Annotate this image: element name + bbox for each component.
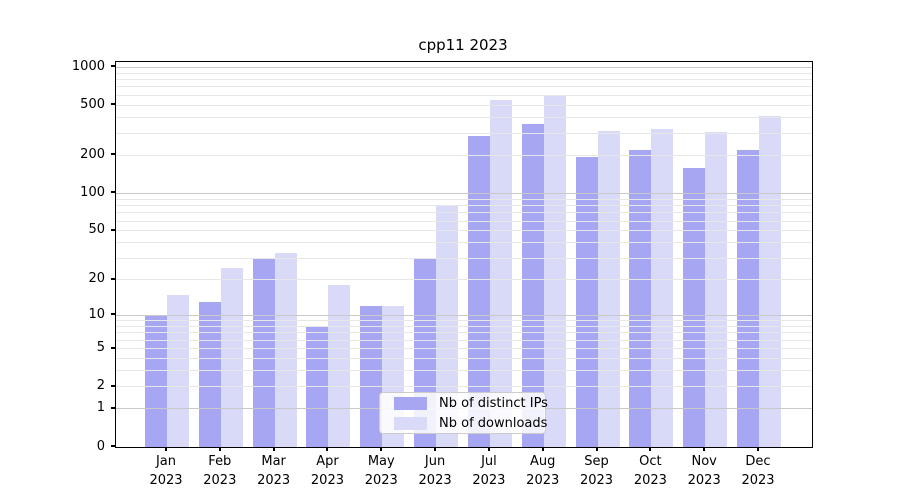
y-tick-1 bbox=[111, 406, 115, 409]
bar-downloads-oct bbox=[651, 128, 674, 447]
y-tick-label-20: 20 bbox=[88, 271, 105, 287]
y-tick-100 bbox=[111, 191, 115, 194]
x-tick-label-oct: Oct 2023 bbox=[633, 454, 667, 488]
legend-item-downloads: Nb of downloads bbox=[380, 415, 548, 431]
x-tick-aug bbox=[541, 447, 544, 451]
legend: Nb of distinct IPs Nb of downloads bbox=[379, 392, 548, 434]
y-tick-label-5: 5 bbox=[96, 340, 105, 355]
bar-downloads-jul bbox=[489, 100, 512, 447]
x-tick-feb bbox=[218, 447, 221, 451]
y-tick-label-500: 500 bbox=[80, 96, 105, 112]
bar-ips-oct bbox=[629, 150, 652, 447]
x-tick-label-may: May 2023 bbox=[364, 454, 398, 488]
legend-swatch-distinct-ips bbox=[394, 396, 427, 410]
x-tick-oct bbox=[649, 447, 652, 451]
y-tick-200 bbox=[111, 153, 115, 156]
x-tick-label-dec: Dec 2023 bbox=[741, 454, 775, 488]
chart-title: cpp11 2023 bbox=[418, 36, 508, 54]
y-tick-10 bbox=[111, 313, 115, 316]
x-tick-jun bbox=[434, 447, 437, 451]
legend-swatch-downloads bbox=[394, 416, 427, 430]
y-tick-50 bbox=[111, 228, 115, 231]
bar-ips-aug bbox=[521, 124, 544, 447]
x-tick-mar bbox=[272, 447, 275, 451]
x-tick-label-sep: Sep 2023 bbox=[579, 454, 614, 488]
bar-downloads-mar bbox=[274, 253, 297, 447]
bar-ips-may bbox=[360, 306, 383, 447]
x-tick-label-mar: Mar 2023 bbox=[257, 454, 291, 488]
bar-ips-nov bbox=[683, 167, 706, 447]
bar-ips-jul bbox=[467, 136, 490, 447]
legend-label-distinct-ips: Nb of distinct IPs bbox=[439, 395, 548, 411]
legend-item-distinct-ips: Nb of distinct IPs bbox=[380, 395, 548, 411]
bar-ips-jan bbox=[145, 315, 167, 447]
y-tick-label-10: 10 bbox=[88, 306, 105, 322]
x-tick-label-jan: Jan 2023 bbox=[149, 454, 183, 488]
x-tick-label-apr: Apr 2023 bbox=[310, 454, 344, 488]
x-tick-dec bbox=[756, 447, 759, 451]
x-tick-apr bbox=[326, 447, 329, 451]
y-tick-label-200: 200 bbox=[80, 146, 105, 162]
x-tick-label-aug: Aug 2023 bbox=[526, 454, 560, 488]
x-tick-nov bbox=[703, 447, 706, 451]
bars-layer bbox=[116, 62, 812, 447]
y-tick-label-50: 50 bbox=[88, 222, 105, 238]
bar-downloads-sep bbox=[597, 131, 620, 447]
y-tick-5 bbox=[111, 346, 115, 349]
y-tick-500 bbox=[111, 103, 115, 106]
bar-downloads-aug bbox=[543, 96, 566, 447]
x-tick-label-nov: Nov 2023 bbox=[687, 454, 721, 488]
y-tick-20 bbox=[111, 277, 115, 280]
y-tick-2 bbox=[111, 384, 115, 387]
y-tick-1000 bbox=[111, 65, 115, 68]
y-tick-label-0: 0 bbox=[96, 438, 105, 454]
bar-downloads-dec bbox=[758, 115, 781, 447]
x-tick-jan bbox=[165, 447, 167, 451]
plot-area: Nb of distinct IPs Nb of downloads bbox=[115, 61, 813, 448]
bar-downloads-feb bbox=[220, 267, 243, 447]
x-tick-label-feb: Feb 2023 bbox=[203, 454, 237, 488]
y-tick-label-1000: 1000 bbox=[71, 58, 105, 74]
y-tick-label-100: 100 bbox=[80, 184, 105, 200]
bar-ips-apr bbox=[306, 326, 329, 447]
bar-ips-sep bbox=[575, 156, 598, 447]
y-tick-0 bbox=[111, 445, 115, 447]
x-tick-jul bbox=[487, 447, 490, 451]
bar-ips-dec bbox=[736, 150, 759, 447]
x-tick-may bbox=[380, 447, 383, 451]
bar-downloads-jan bbox=[167, 294, 189, 447]
bar-downloads-apr bbox=[328, 285, 351, 447]
x-tick-label-jul: Jul 2023 bbox=[472, 454, 506, 488]
x-tick-sep bbox=[595, 447, 598, 451]
bar-downloads-nov bbox=[705, 132, 728, 447]
x-tick-label-jun: Jun 2023 bbox=[418, 454, 452, 488]
legend-label-downloads: Nb of downloads bbox=[439, 415, 548, 431]
bar-ips-feb bbox=[198, 301, 221, 447]
y-tick-label-2: 2 bbox=[96, 378, 105, 394]
bar-ips-mar bbox=[252, 258, 275, 447]
y-tick-label-1: 1 bbox=[96, 400, 105, 416]
